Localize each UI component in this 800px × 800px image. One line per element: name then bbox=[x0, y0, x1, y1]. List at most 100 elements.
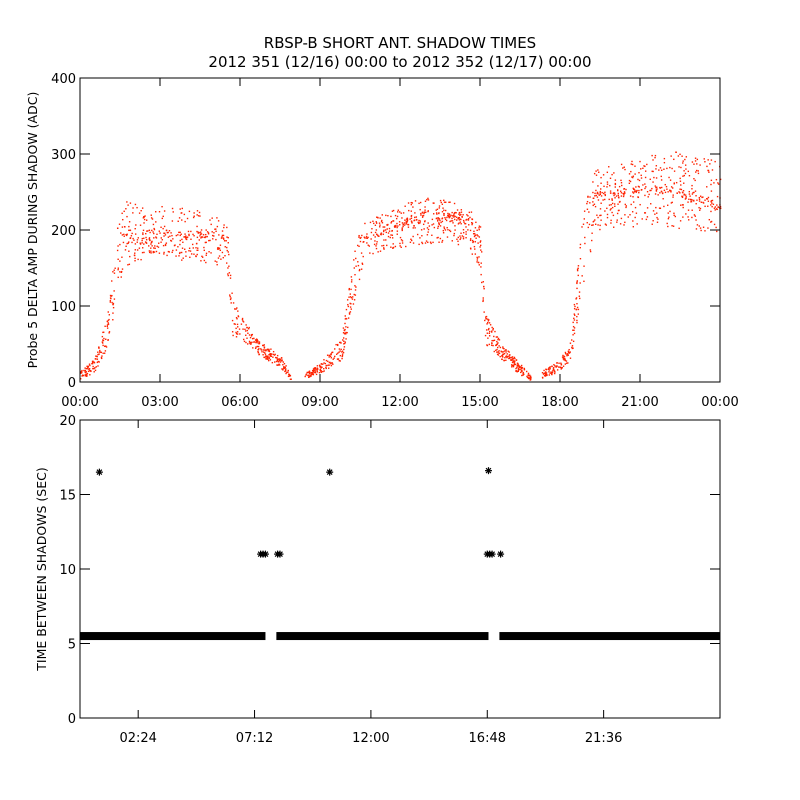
amplitude-point bbox=[390, 221, 393, 223]
amplitude-point bbox=[460, 237, 462, 239]
amplitude-point bbox=[444, 229, 447, 231]
amplitude-point bbox=[459, 221, 462, 223]
amplitude-point bbox=[104, 345, 106, 348]
amplitude-point bbox=[497, 338, 499, 341]
amplitude-point bbox=[675, 181, 678, 184]
amplitude-point bbox=[704, 230, 706, 232]
amplitude-point bbox=[178, 252, 181, 255]
amplitude-point bbox=[106, 324, 109, 326]
amplitude-point bbox=[521, 369, 523, 372]
amplitude-point bbox=[214, 260, 216, 262]
amplitude-point bbox=[320, 371, 322, 373]
amplitude-point bbox=[264, 352, 266, 354]
amplitude-point bbox=[625, 188, 627, 191]
amplitude-point bbox=[449, 201, 451, 203]
amplitude-point bbox=[360, 236, 362, 239]
amplitude-point bbox=[616, 221, 618, 223]
amplitude-point bbox=[632, 220, 634, 222]
amplitude-point bbox=[670, 202, 673, 204]
amplitude-point bbox=[573, 332, 576, 335]
amplitude-point bbox=[81, 371, 83, 374]
amplitude-point bbox=[479, 241, 481, 243]
amplitude-point bbox=[242, 338, 245, 341]
amplitude-point bbox=[612, 226, 615, 228]
amplitude-point bbox=[394, 225, 396, 227]
amplitude-point bbox=[322, 370, 324, 373]
amplitude-point bbox=[234, 323, 236, 325]
amplitude-point bbox=[520, 366, 523, 369]
amplitude-point bbox=[447, 212, 449, 215]
amplitude-point bbox=[576, 281, 578, 283]
amplitude-point bbox=[413, 225, 415, 227]
amplitude-point bbox=[414, 200, 417, 202]
amplitude-point bbox=[682, 204, 684, 206]
amplitude-point bbox=[177, 220, 179, 222]
amplitude-point bbox=[683, 174, 685, 177]
amplitude-point bbox=[150, 214, 152, 216]
amplitude-point bbox=[424, 220, 426, 223]
amplitude-point bbox=[662, 198, 664, 200]
amplitude-point bbox=[646, 207, 649, 209]
amplitude-point bbox=[522, 374, 524, 376]
amplitude-point bbox=[574, 314, 576, 316]
amplitude-point bbox=[497, 354, 500, 356]
amplitude-point bbox=[425, 240, 428, 242]
amplitude-point bbox=[516, 362, 519, 364]
amplitude-point bbox=[203, 259, 206, 262]
amplitude-point bbox=[251, 333, 254, 336]
amplitude-point bbox=[714, 160, 716, 163]
amplitude-point bbox=[701, 196, 703, 199]
amplitude-point bbox=[422, 223, 425, 226]
amplitude-point bbox=[150, 243, 152, 245]
amplitude-point bbox=[481, 281, 483, 284]
amplitude-point bbox=[508, 357, 511, 359]
amplitude-point bbox=[321, 366, 323, 368]
amplitude-point bbox=[698, 200, 701, 202]
amplitude-point bbox=[331, 351, 334, 354]
amplitude-point bbox=[376, 216, 378, 218]
amplitude-point bbox=[663, 157, 666, 160]
amplitude-point bbox=[134, 227, 136, 230]
amplitude-point bbox=[478, 264, 480, 266]
amplitude-point bbox=[256, 345, 259, 348]
amplitude-point bbox=[719, 207, 722, 210]
amplitude-point bbox=[353, 259, 355, 261]
amplitude-point bbox=[433, 226, 436, 229]
amplitude-point bbox=[345, 317, 347, 320]
amplitude-point bbox=[591, 224, 593, 226]
amplitude-point bbox=[568, 348, 570, 351]
amplitude-point bbox=[685, 196, 687, 198]
amplitude-point bbox=[647, 196, 649, 198]
amplitude-point bbox=[89, 374, 91, 376]
amplitude-point bbox=[688, 174, 691, 177]
amplitude-point bbox=[656, 216, 658, 219]
amplitude-point bbox=[394, 226, 396, 228]
amplitude-point bbox=[153, 247, 155, 249]
amplitude-point bbox=[480, 244, 482, 247]
amplitude-point bbox=[403, 224, 406, 226]
amplitude-point bbox=[579, 257, 582, 260]
amplitude-point bbox=[306, 371, 308, 374]
amplitude-point bbox=[606, 216, 609, 219]
amplitude-point bbox=[154, 247, 156, 250]
amplitude-point bbox=[203, 236, 205, 239]
amplitude-point bbox=[714, 206, 717, 208]
amplitude-point bbox=[166, 231, 169, 234]
amplitude-point bbox=[480, 249, 482, 251]
amplitude-point bbox=[698, 196, 701, 199]
amplitude-point bbox=[597, 193, 599, 195]
amplitude-point bbox=[215, 228, 217, 230]
amplitude-point bbox=[200, 229, 203, 231]
amplitude-point bbox=[622, 167, 624, 169]
amplitude-point bbox=[663, 205, 665, 208]
amplitude-point bbox=[257, 345, 260, 348]
amplitude-point bbox=[155, 236, 157, 238]
amplitude-point bbox=[619, 223, 622, 225]
amplitude-point bbox=[341, 339, 344, 341]
amplitude-point bbox=[473, 235, 476, 238]
amplitude-point bbox=[710, 204, 712, 206]
amplitude-point bbox=[454, 225, 456, 227]
amplitude-point bbox=[419, 220, 422, 222]
amplitude-point bbox=[166, 254, 168, 257]
amplitude-point bbox=[691, 188, 693, 190]
